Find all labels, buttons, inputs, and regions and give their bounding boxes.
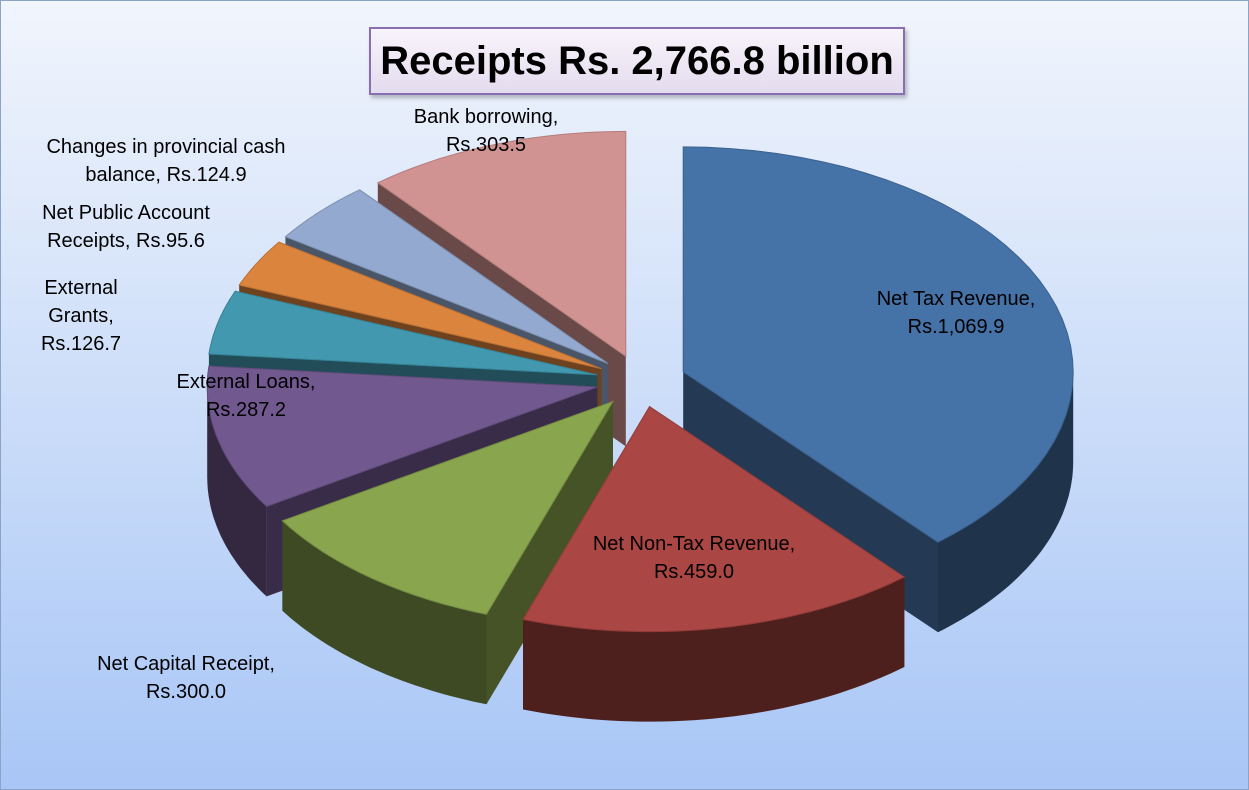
value-label: Rs.126.7 [40, 333, 122, 355]
category-label: Net Public Account Receipts, [42, 202, 210, 252]
slice [281, 400, 615, 615]
category-label: External Loans, [176, 371, 316, 393]
slice-rim [282, 520, 487, 705]
slice-rim [523, 577, 905, 722]
value-label: Rs.459.0 [653, 561, 735, 583]
value-label: Rs.287.2 [205, 399, 287, 421]
slice [208, 290, 598, 376]
slice [284, 189, 609, 364]
value-label: Rs.95.6 [136, 230, 205, 252]
category-label: Changes in provincial cash balance, [46, 136, 286, 186]
category-label: Net Non-Tax Revenue, [592, 533, 796, 555]
category-label: Net Tax Revenue, [876, 288, 1036, 310]
data-label: Net Public Account Receipts, Rs.95.6 [11, 199, 241, 255]
chart-title: Receipts Rs. 2,766.8 billion [369, 27, 905, 95]
slice [206, 365, 598, 507]
slice-rim [938, 371, 1074, 633]
slice [522, 405, 906, 633]
slice [238, 241, 602, 370]
data-label: Bank borrowing, Rs.303.5 [376, 103, 596, 159]
value-label: Rs.1,069.9 [907, 316, 1005, 338]
category-label: Net Capital Receipt, [97, 653, 275, 675]
data-label: Net Tax Revenue, Rs.1,069.9 [841, 285, 1071, 341]
category-label: External Grants, [44, 277, 118, 327]
slice [682, 146, 1074, 543]
slice [376, 130, 627, 358]
data-label: Net Capital Receipt, Rs.300.0 [56, 650, 316, 706]
value-label: Rs.303.5 [445, 134, 527, 156]
data-label: Changes in provincial cash balance, Rs.1… [36, 133, 296, 189]
category-label: Bank borrowing, [413, 106, 559, 128]
data-label: External Grants, Rs.126.7 [31, 274, 131, 358]
value-label: Rs.300.0 [145, 681, 227, 703]
data-label: Net Non-Tax Revenue, Rs.459.0 [584, 530, 804, 586]
slice-rim [207, 387, 267, 597]
data-label: External Loans, Rs.287.2 [161, 368, 331, 424]
value-label: Rs.124.9 [166, 164, 247, 186]
